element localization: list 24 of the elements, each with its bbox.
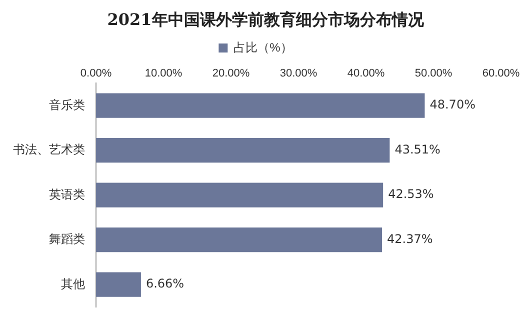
x-tick-label: 60.00% [482, 68, 520, 80]
x-tick-label: 10.00% [144, 68, 182, 80]
legend-label: 占比（%） [234, 40, 292, 54]
chart-title: 2021年中国课外学前教育细分市场分布情况 [106, 10, 425, 31]
data-label: 42.37% [386, 232, 433, 246]
y-tick-label: 其他 [61, 276, 85, 291]
x-tick-label: 50.00% [414, 68, 452, 80]
x-tick-label: 20.00% [212, 68, 250, 80]
bar [96, 93, 425, 118]
bar [96, 228, 382, 252]
y-tick-label: 英语类 [49, 187, 85, 202]
data-label: 48.70% [430, 98, 476, 112]
data-label: 43.51% [394, 142, 440, 156]
bar [96, 182, 384, 208]
x-tick-label: 30.00% [280, 68, 318, 80]
y-tick-label: 舞蹈类 [49, 232, 85, 246]
data-label: 6.66% [146, 276, 184, 291]
data-label: 42.53% [388, 187, 434, 202]
bar [96, 138, 390, 163]
x-tick-label: 40.00% [347, 68, 385, 80]
x-tick-label: 0.00% [80, 68, 112, 80]
y-tick-label: 音乐类 [49, 98, 85, 112]
bar [96, 272, 141, 297]
y-tick-label: 书法、艺术类 [13, 142, 85, 157]
